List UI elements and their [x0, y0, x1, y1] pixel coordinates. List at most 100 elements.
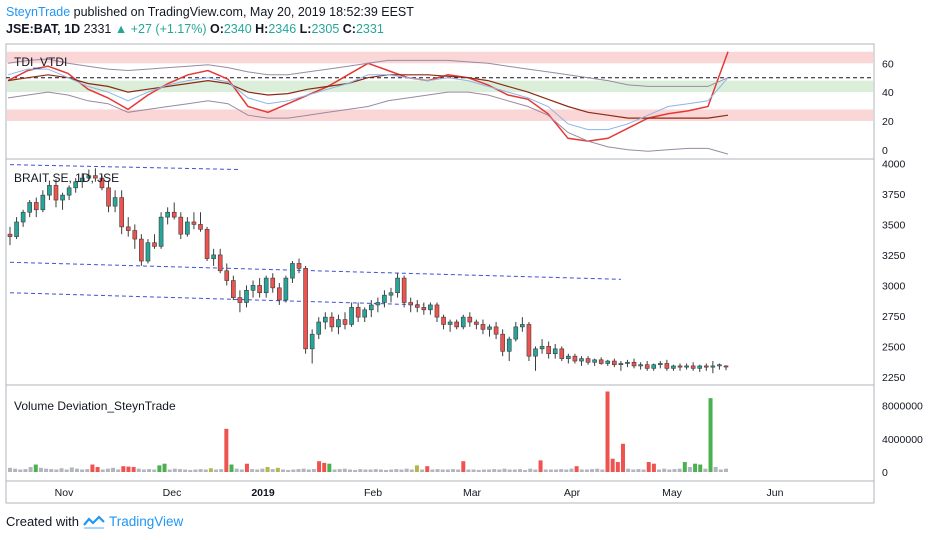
plot-frame [5, 43, 875, 504]
volume-bar [507, 469, 512, 472]
volume-bar [38, 467, 43, 472]
candle-body [250, 285, 256, 291]
tdi-zone-2 [7, 51, 873, 64]
candle-body [198, 224, 203, 230]
candle-body [79, 177, 85, 183]
volume-tick-label-1: 4000000 [882, 434, 923, 446]
candle-body [178, 216, 184, 235]
time-axis[interactable]: Nov Dec 2019 Feb Mar Apr May Jun [55, 487, 784, 499]
price-tick-label-3: 3000 [882, 280, 906, 292]
candle-body [303, 268, 308, 350]
candle-body [658, 363, 663, 366]
candle-body [493, 326, 499, 335]
volume-bar [136, 468, 141, 472]
publish-header: SteynTrade published on TradingView.com,… [6, 5, 414, 20]
volume-bar [327, 463, 332, 472]
volume-bar [260, 468, 265, 472]
volume-bar [363, 469, 368, 472]
volume-bar [188, 469, 193, 472]
volume-bar [533, 469, 538, 472]
tdi-pane[interactable]: 0 20 40 60 [6, 51, 894, 157]
candle-body [66, 187, 72, 196]
candle-body [612, 360, 617, 366]
candle-body [454, 321, 459, 328]
candle-body [323, 316, 328, 323]
tradingview-brand[interactable]: TradingView [108, 514, 184, 529]
price-change: +27 (+1.17%) [130, 22, 207, 36]
volume-bar [615, 462, 620, 472]
volume-bar [574, 466, 579, 472]
volume-bar [610, 458, 615, 472]
trendline-0 [9, 164, 240, 171]
candle-body [487, 326, 492, 330]
time-tick-label-2: 2019 [251, 487, 275, 499]
volume-bar [85, 469, 90, 472]
candle-body [644, 364, 650, 369]
candle-body [106, 187, 111, 207]
high-value: 2346 [268, 22, 297, 36]
volume-bar [409, 469, 414, 472]
tdi-tick-label-0: 0 [882, 145, 888, 157]
candle-body [119, 197, 124, 228]
volume-bar [23, 469, 28, 472]
volume-bar [105, 468, 110, 472]
candle-body [408, 302, 413, 306]
volume-pane[interactable]: 0 4000000 8000000 [8, 391, 923, 479]
volume-bar [322, 462, 327, 472]
price-tick-label-1: 2500 [882, 341, 906, 353]
volume-bar [244, 463, 249, 472]
volume-bar [564, 469, 569, 472]
volume-bar [317, 461, 322, 472]
volume-bar [466, 469, 471, 472]
volume-bar [18, 469, 23, 472]
volume-bar [208, 468, 213, 472]
candle-body [362, 309, 368, 318]
created-with-text: Created with [6, 514, 79, 529]
candle-body [631, 361, 637, 367]
candle-body [342, 319, 348, 325]
candle-body [520, 324, 525, 328]
volume-bar [80, 469, 85, 472]
candle-body [625, 361, 630, 364]
candle-body [73, 181, 78, 189]
volume-bar [59, 468, 64, 472]
candle-body [86, 175, 92, 179]
candle-body [217, 254, 223, 272]
author-link[interactable]: SteynTrade [6, 5, 71, 19]
candle-body [27, 202, 33, 213]
volume-bar [229, 464, 234, 472]
candle-body [598, 359, 604, 364]
volume-bar [152, 469, 157, 472]
candle-body [559, 348, 565, 359]
volume-bar [203, 469, 208, 472]
tradingview-logo-icon [83, 514, 105, 529]
candle-body [513, 326, 519, 340]
candle-body [171, 211, 177, 218]
volume-bar [687, 467, 692, 472]
price-tick-label-4: 3250 [882, 250, 906, 262]
volume-bar [121, 466, 126, 472]
volume-bar [311, 469, 316, 472]
candle-body [395, 277, 400, 294]
candle-body [145, 242, 151, 262]
volume-bar [239, 469, 244, 472]
tdi-series-3 [7, 91, 729, 155]
volume-bar [64, 469, 69, 472]
volume-bar [559, 469, 564, 472]
volume-bar [404, 468, 409, 472]
volume-bar [445, 469, 450, 472]
price-pane[interactable]: 2250 2500 2750 3000 3250 3500 3750 4000 [7, 158, 906, 384]
volume-bar [147, 469, 152, 472]
volume-bar [471, 469, 476, 472]
volume-bar [74, 468, 79, 472]
time-tick-label-3: Feb [364, 487, 382, 499]
candle-body [132, 230, 138, 240]
volume-title: Volume Deviation_SteynTrade [14, 399, 176, 413]
volume-bar [224, 428, 229, 472]
volume-bar [255, 469, 260, 472]
candle-body [283, 277, 289, 301]
candle-body [506, 338, 512, 352]
volume-bar [724, 468, 728, 472]
volume-bar [554, 469, 559, 472]
